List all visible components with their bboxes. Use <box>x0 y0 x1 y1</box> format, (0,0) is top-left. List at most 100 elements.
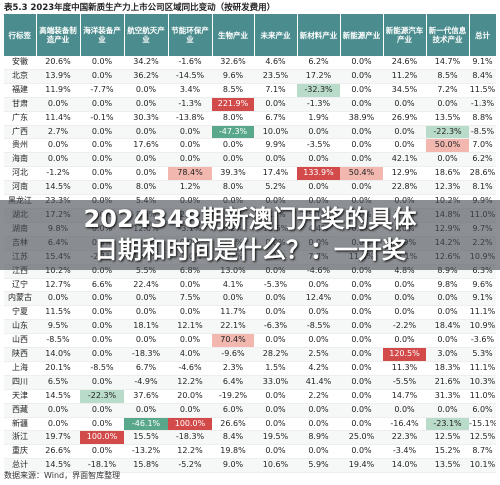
value-cell: 14.5% <box>36 180 80 196</box>
value-cell: 0.0% <box>297 125 340 140</box>
value-cell: 15.8% <box>124 458 168 474</box>
region-cell: 河南 <box>4 180 36 196</box>
value-cell: 2.5% <box>297 347 340 362</box>
value-cell: 11.0% <box>469 389 496 404</box>
value-cell: 9.0% <box>212 458 254 474</box>
value-cell: -46.1% <box>124 417 168 432</box>
value-cell: 8.0% <box>212 180 254 196</box>
region-cell: 天津 <box>4 389 36 404</box>
value-cell: 10.3% <box>469 375 496 390</box>
value-cell: 0.0% <box>168 138 212 154</box>
region-cell: 甘肃 <box>4 97 36 112</box>
value-cell: 11.4% <box>36 111 80 126</box>
table-body: 安徽 20.6% 0.0% 34.2% -1.6% 32.6% 4.6% 6.2% 0.0% 24… <box>4 56 496 474</box>
value-cell: 0.0% <box>383 403 426 418</box>
value-cell: 6.2% <box>469 152 496 168</box>
region-cell: 北京 <box>4 69 36 84</box>
value-cell: 0.0% <box>168 125 212 140</box>
value-cell: 100.0% <box>80 430 124 446</box>
header-row: 行标签 高端装备制造产业 海洋装备产业 航空航天产业 节能环保产业 生物产业 未… <box>4 14 497 56</box>
value-cell: 0.0% <box>124 291 168 307</box>
region-cell: 陕西 <box>4 347 36 362</box>
value-cell: 100.0% <box>168 417 212 432</box>
value-cell: 0.0% <box>80 180 124 196</box>
table-row: 河南 14.5% 0.0% 8.0% 1.2% 8.0% 5.2% 0.0% 0.0% 22.8%… <box>4 180 496 196</box>
value-cell: 42.1% <box>383 152 426 168</box>
value-cell: 0.0% <box>254 97 297 112</box>
col-header-total: 总计 <box>469 14 497 56</box>
value-cell: 0.0% <box>124 166 168 182</box>
value-cell: -22.3% <box>80 389 124 404</box>
value-cell: -18.3% <box>124 347 168 362</box>
value-cell: 4.6% <box>254 56 297 70</box>
watermark-banner: 2024348期新澳门开奖的具体 日期和时间是什么？：一开奖 <box>0 200 500 270</box>
value-cell: 9.6% <box>469 278 496 293</box>
region-cell: 四川 <box>4 375 36 390</box>
value-cell: 9.9% <box>254 138 297 154</box>
value-cell: -6.3% <box>254 319 297 335</box>
value-cell: 11.7% <box>212 305 254 321</box>
value-cell: 41.4% <box>297 375 340 390</box>
value-cell: 10.9% <box>469 319 496 335</box>
value-cell: 13.5% <box>426 111 469 126</box>
value-cell: 34.5% <box>383 83 426 98</box>
region-cell: 新疆 <box>4 417 36 432</box>
value-cell: 0.0% <box>80 166 124 182</box>
value-cell: 0.0% <box>426 291 469 307</box>
value-cell: -3.6% <box>469 333 496 349</box>
region-cell: 宁夏 <box>4 305 36 321</box>
value-cell: 221.9% <box>212 97 254 112</box>
value-cell: 0.0% <box>80 319 124 335</box>
value-cell: 0.0% <box>340 305 383 321</box>
table-row: 陕西 14.0% 0.0% -18.3% 4.0% -9.6% 28.2% 2.5% 0.0% 1… <box>4 347 496 362</box>
value-cell: 12.2% <box>168 444 212 460</box>
value-cell: 0.0% <box>254 305 297 321</box>
value-cell: 18.1% <box>124 319 168 335</box>
region-cell: 福建 <box>4 83 36 98</box>
value-cell: 14.0% <box>36 347 80 362</box>
value-cell: 0.0% <box>254 291 297 307</box>
value-cell: 12.9% <box>383 166 426 182</box>
value-cell: 3.0% <box>426 347 469 362</box>
value-cell: 0.0% <box>426 305 469 321</box>
value-cell: 5.2% <box>254 180 297 196</box>
value-cell: 0.0% <box>124 125 168 140</box>
col-header-region: 行标签 <box>4 14 37 56</box>
value-cell: 0.0% <box>383 291 426 307</box>
value-cell: 25.0% <box>340 430 383 446</box>
value-cell: 0.0% <box>36 97 80 112</box>
value-cell: 12.7% <box>36 278 80 293</box>
value-cell: 9.8% <box>426 278 469 293</box>
table-row: 福建 11.9% -7.7% 0.0% 3.4% 8.5% 7.1% -32.3% 0.0% 34… <box>4 83 496 98</box>
value-cell: 0.0% <box>340 444 383 460</box>
value-cell: 0.0% <box>254 389 297 404</box>
value-cell: 0.0% <box>383 278 426 293</box>
value-cell: 26.6% <box>36 444 80 460</box>
region-change-table: 行标签 高端装备制造产业 海洋装备产业 航空航天产业 节能环保产业 生物产业 未… <box>4 14 497 474</box>
value-cell: 120.5% <box>383 347 426 362</box>
value-cell: 6.7% <box>254 111 297 126</box>
value-cell: 38.9% <box>340 111 383 126</box>
value-cell: -2.2% <box>383 319 426 335</box>
value-cell: 8.8% <box>469 111 496 126</box>
value-cell: 0.0% <box>254 152 297 168</box>
value-cell: 0.0% <box>80 125 124 140</box>
value-cell: 0.0% <box>36 138 80 154</box>
value-cell: 0.0% <box>340 97 383 112</box>
value-cell: 36.2% <box>124 69 168 84</box>
value-cell: 4.1% <box>212 278 254 293</box>
value-cell: 0.0% <box>254 333 297 349</box>
value-cell: 28.2% <box>254 347 297 362</box>
value-cell: 7.5% <box>168 291 212 307</box>
region-cell: 内蒙古 <box>4 291 36 307</box>
table-row: 重庆 26.6% 0.0% -13.2% 12.2% 19.8% 0.0% 0.0% 0.0% -… <box>4 444 496 460</box>
value-cell: 0.0% <box>212 138 254 154</box>
table-row: 上海 20.1% -8.5% 6.7% -4.6% 2.3% 1.5% 4.2% 0.0% 11.… <box>4 361 496 376</box>
value-cell: -32.3% <box>297 83 340 98</box>
value-cell: 19.8% <box>212 444 254 460</box>
value-cell: 14.7% <box>383 389 426 404</box>
col-header-energy-saving: 节能环保产业 <box>168 14 213 56</box>
value-cell: 10.6% <box>254 458 297 474</box>
value-cell: -8.5% <box>469 125 496 140</box>
value-cell: 0.0% <box>80 347 124 362</box>
